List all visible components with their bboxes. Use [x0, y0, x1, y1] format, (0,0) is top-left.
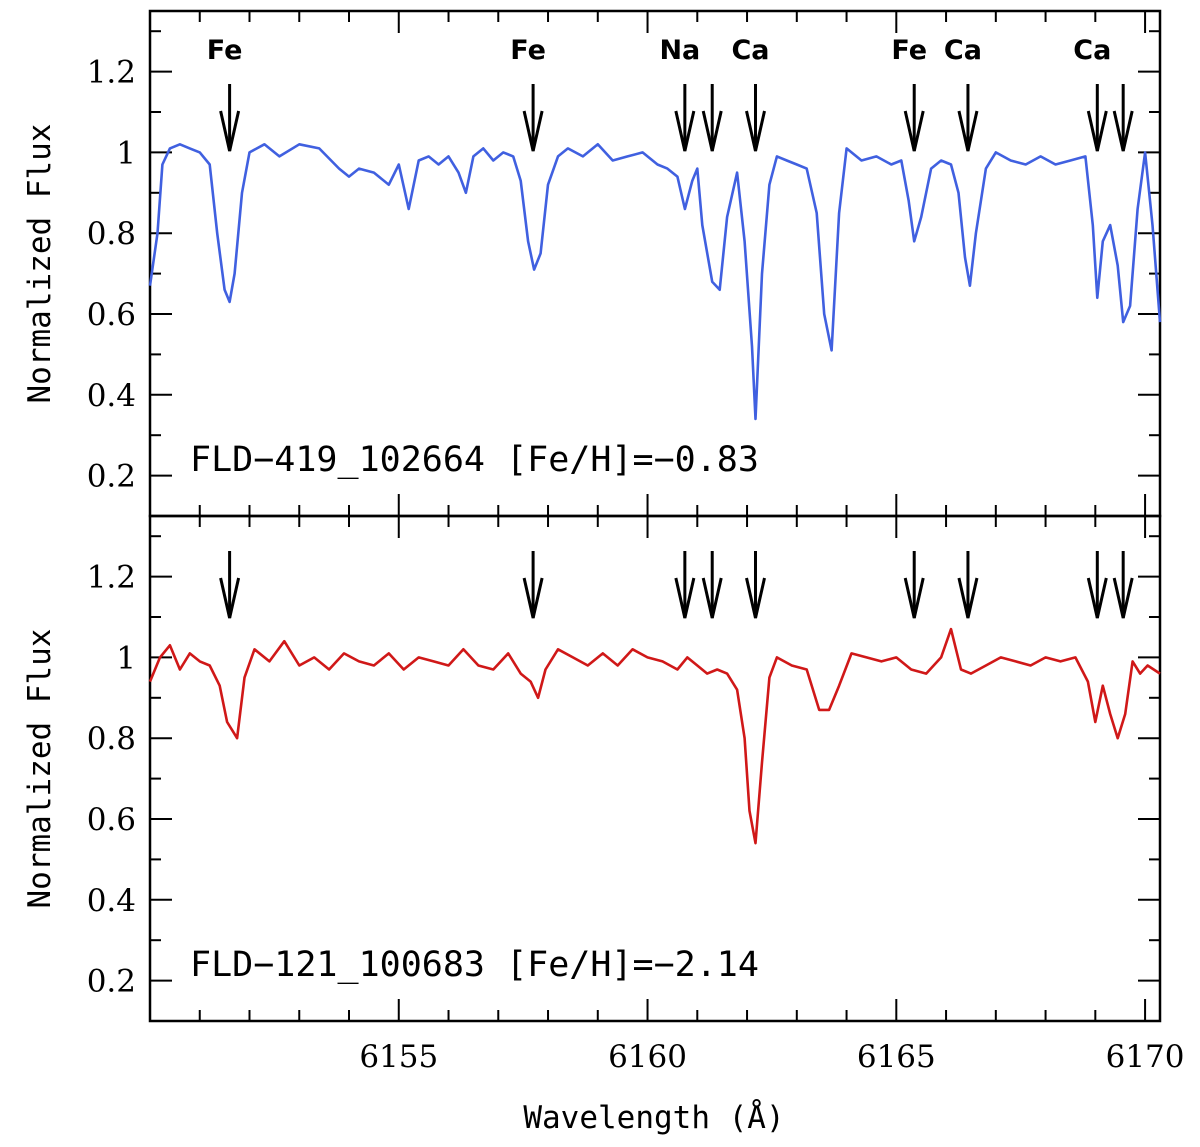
arrow-head — [957, 110, 979, 152]
top-spectrum-line — [148, 143, 1162, 421]
element-label: Ca — [944, 35, 982, 66]
bottom-panel-label: FLD−121_100683 [Fe/H]=−2.14 — [190, 945, 759, 985]
arrow-head — [1112, 577, 1134, 619]
arrow-head — [701, 577, 723, 619]
x-tick-label: 6160 — [608, 1039, 687, 1075]
top-y-axis-title: Normalized Flux — [22, 124, 58, 404]
top-line-marker-arrow — [701, 84, 723, 152]
top-line-marker-arrow — [1112, 84, 1134, 152]
arrow-head — [1112, 110, 1134, 152]
arrow-head — [745, 577, 766, 619]
arrow-head — [674, 577, 696, 619]
x-tick-labels: 6155 6160 6165 6170 — [359, 1039, 1184, 1075]
top-y-tick-label: 0.2 — [87, 459, 136, 495]
arrow-head — [957, 577, 979, 619]
arrow-head — [745, 110, 766, 152]
top-line-marker-arrow — [219, 84, 241, 152]
bottom-line-marker-arrow — [522, 551, 544, 619]
arrow-head — [701, 110, 723, 152]
arrow-head — [522, 577, 544, 619]
bottom-y-axis-title: Normalized Flux — [22, 629, 58, 909]
arrow-head — [1086, 577, 1108, 619]
top-y-tick-label: 1.2 — [87, 55, 136, 91]
x-tick-label: 6165 — [857, 1039, 936, 1075]
top-y-tick-label: 0.4 — [87, 378, 136, 414]
element-label: Na — [659, 35, 700, 66]
element-label: Fe — [510, 35, 546, 66]
element-label: Fe — [207, 35, 243, 66]
panel-bottom: 0.2 0.4 0.6 0.8 1 1.2 Normalized Flux FLD−121_1… — [22, 514, 1162, 1023]
top-line-marker-arrow — [903, 84, 925, 152]
element-label: Fe — [891, 35, 927, 66]
top-line-marker-arrow — [1086, 84, 1108, 152]
bottom-line-marker-arrow — [1086, 551, 1108, 619]
arrow-head — [522, 110, 544, 152]
top-line-marker-arrow — [522, 84, 544, 152]
arrow-head — [219, 110, 241, 152]
panel-top: 0.2 0.4 0.6 0.8 1 1.2 Normalized Flux Fe Fe Na Ca F… — [22, 9, 1162, 518]
arrow-head — [1086, 110, 1108, 152]
bottom-line-marker-arrow — [957, 551, 979, 619]
top-panel-label: FLD−419_102664 [Fe/H]=−0.83 — [190, 440, 759, 480]
bottom-spectrum-line — [148, 627, 1161, 845]
bottom-y-tick-label: 1 — [116, 640, 136, 676]
top-y-tick-label: 0.6 — [87, 297, 136, 333]
element-label: Ca — [1073, 35, 1111, 66]
element-label: Ca — [731, 35, 769, 66]
arrow-head — [903, 110, 925, 152]
bottom-y-tick-label: 0.6 — [87, 802, 136, 838]
x-tick-label: 6170 — [1106, 1039, 1185, 1075]
bottom-line-marker-arrow — [903, 551, 925, 619]
bottom-line-marker-arrow — [674, 551, 696, 619]
bottom-y-tick-label: 0.2 — [87, 964, 136, 1000]
top-line-marker-arrow — [745, 84, 766, 152]
bottom-line-marker-arrow — [745, 551, 766, 619]
top-line-marker-arrow — [674, 84, 696, 152]
bottom-line-marker-arrow — [1112, 551, 1134, 619]
top-y-tick-label: 0.8 — [87, 216, 136, 252]
bottom-y-tick-label: 1.2 — [87, 560, 136, 596]
top-y-tick-label: 1 — [116, 135, 136, 171]
top-line-marker-arrow — [957, 84, 979, 152]
bottom-frame — [148, 514, 1162, 1023]
x-tick-label: 6155 — [359, 1039, 438, 1075]
arrow-head — [219, 577, 241, 619]
bottom-line-marker-arrow — [219, 551, 241, 619]
arrow-head — [674, 110, 696, 152]
bottom-line-marker-arrow — [701, 551, 723, 619]
bottom-y-tick-label: 0.4 — [87, 883, 136, 919]
arrow-head — [903, 577, 925, 619]
x-axis-title: Wavelength (Å) — [523, 1100, 784, 1136]
bottom-y-tick-label: 0.8 — [87, 721, 136, 757]
